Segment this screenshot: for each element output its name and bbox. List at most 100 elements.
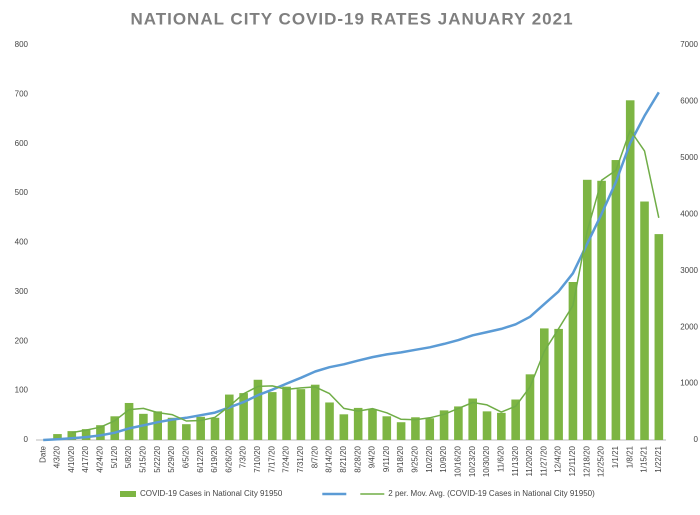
- y-tick-label: 600: [15, 139, 29, 148]
- x-tick-label: 10/9/20: [439, 445, 448, 472]
- bar: [239, 393, 248, 440]
- x-tick-label: Date: [38, 445, 47, 462]
- x-tick-label: 10/16/20: [453, 445, 462, 477]
- x-tick-label: 12/25/20: [597, 445, 606, 477]
- y-tick-label: 800: [15, 40, 29, 49]
- bar: [654, 234, 664, 440]
- x-tick-label: 4/24/20: [96, 445, 105, 472]
- bar: [425, 418, 435, 440]
- bar: [53, 434, 62, 440]
- bar: [382, 416, 392, 440]
- y2-tick-label: 1000: [680, 379, 698, 388]
- bar: [468, 398, 477, 440]
- bar: [167, 417, 177, 440]
- x-tick-label: 9/18/20: [396, 445, 405, 472]
- x-tick-label: 1/15/21: [640, 445, 649, 472]
- x-tick-label: 8/28/20: [353, 445, 362, 472]
- x-tick-label: 9/4/20: [368, 445, 377, 468]
- y-tick-label: 300: [15, 287, 29, 296]
- bar: [396, 422, 406, 440]
- bar: [597, 180, 606, 440]
- y-tick-label: 700: [15, 89, 29, 98]
- bar: [353, 407, 363, 440]
- bar: [368, 409, 377, 440]
- bar: [582, 179, 592, 440]
- x-tick-label: 5/29/20: [167, 445, 176, 472]
- bar: [267, 392, 277, 440]
- bar: [81, 429, 91, 440]
- bar: [611, 160, 621, 440]
- legend-label: 2 per. Mov. Avg. (COVID-19 Cases in Nati…: [388, 489, 595, 498]
- y2-tick-label: 4000: [680, 209, 698, 218]
- x-tick-label: 5/22/20: [153, 445, 162, 472]
- bar: [139, 413, 148, 440]
- bar: [625, 100, 635, 441]
- x-tick-label: 12/18/20: [582, 445, 591, 477]
- y-tick-label: 200: [15, 336, 29, 345]
- x-tick-label: 7/10/20: [253, 445, 262, 472]
- bar: [253, 379, 263, 440]
- bar: [96, 425, 105, 440]
- bar: [310, 384, 320, 440]
- x-tick-label: 8/7/20: [310, 445, 319, 468]
- x-tick-label: 7/31/20: [296, 445, 305, 472]
- x-tick-label: 7/24/20: [282, 445, 291, 472]
- bar: [568, 282, 578, 440]
- y-tick-label: 500: [15, 188, 29, 197]
- y2-tick-label: 0: [694, 435, 699, 444]
- x-tick-label: 8/21/20: [339, 445, 348, 472]
- x-tick-label: 9/11/20: [382, 445, 391, 472]
- x-tick-label: 10/23/20: [468, 445, 477, 477]
- bar: [153, 411, 162, 440]
- legend-swatch: [120, 491, 136, 497]
- y2-tick-label: 3000: [680, 266, 698, 275]
- y2-tick-label: 7000: [680, 40, 698, 49]
- x-tick-label: 7/3/20: [239, 445, 248, 468]
- bar: [454, 406, 463, 440]
- y2-tick-label: 5000: [680, 153, 698, 162]
- x-tick-label: 12/11/20: [568, 445, 577, 476]
- bar: [124, 402, 134, 440]
- bar: [525, 374, 535, 440]
- x-tick-label: 7/17/20: [267, 445, 276, 472]
- x-tick-label: 6/5/20: [181, 445, 190, 468]
- bar: [411, 417, 420, 440]
- x-tick-label: 4/17/20: [81, 445, 90, 472]
- legend-label: COVID-19 Cases in National City 91950: [140, 489, 283, 498]
- x-tick-label: 11/27/20: [539, 445, 548, 476]
- bar: [511, 399, 520, 440]
- y2-tick-label: 6000: [680, 97, 698, 106]
- x-tick-label: 4/10/20: [67, 445, 76, 472]
- y-tick-label: 400: [15, 238, 29, 247]
- x-tick-label: 1/22/21: [654, 445, 663, 472]
- x-tick-label: 9/25/20: [411, 445, 420, 472]
- bar: [296, 389, 306, 440]
- x-tick-label: 5/1/20: [110, 445, 119, 468]
- x-tick-label: 8/14/20: [325, 445, 334, 472]
- x-tick-label: 12/4/20: [554, 445, 563, 472]
- x-tick-label: 10/30/20: [482, 445, 491, 477]
- x-tick-label: 5/15/20: [138, 445, 147, 472]
- x-tick-label: 6/12/20: [196, 445, 205, 472]
- bar: [497, 412, 506, 440]
- y2-tick-label: 2000: [680, 322, 698, 331]
- x-tick-label: 5/8/20: [124, 445, 133, 468]
- x-tick-label: 6/26/20: [224, 445, 233, 472]
- x-tick-label: 10/2/20: [425, 445, 434, 472]
- bar: [225, 394, 234, 440]
- bar: [110, 416, 120, 440]
- y-tick-label: 0: [24, 435, 29, 444]
- bar: [282, 386, 291, 440]
- x-tick-label: 11/20/20: [525, 445, 534, 476]
- bar: [540, 328, 549, 440]
- bar: [210, 417, 220, 440]
- x-tick-label: 11/13/20: [511, 445, 520, 476]
- bar: [439, 410, 449, 440]
- bar: [67, 431, 77, 440]
- x-tick-label: 4/3/20: [53, 445, 62, 468]
- bar: [640, 201, 649, 440]
- bar: [196, 416, 205, 440]
- y-tick-label: 100: [15, 386, 29, 395]
- bar: [554, 328, 563, 440]
- bar: [182, 424, 191, 440]
